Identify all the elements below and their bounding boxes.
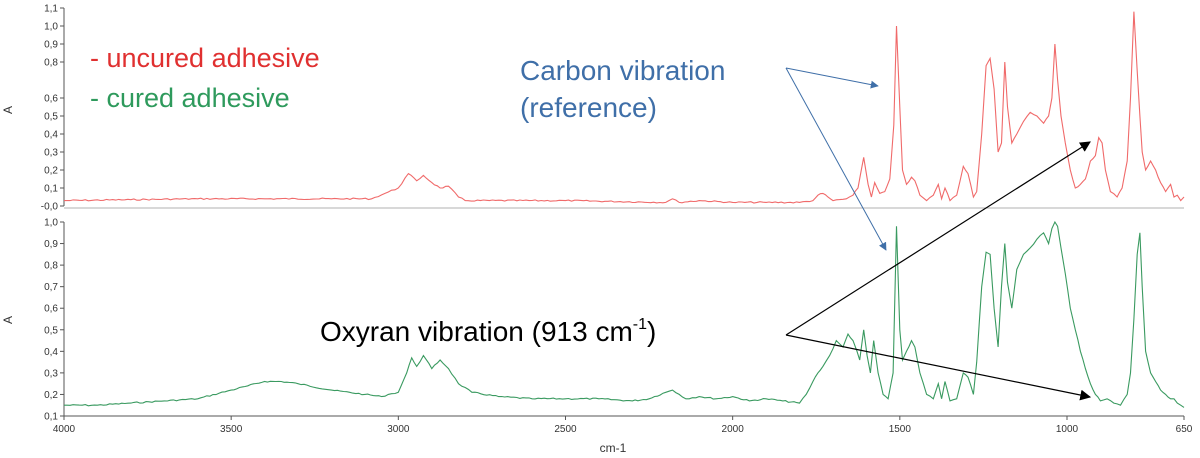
bottom-x-tick-label: 2500 [554,424,577,435]
legend-cured-adhesive: - cured adhesive [90,83,290,113]
oxyran-arrow-top [785,141,1091,336]
bottom-x-tick-label: 650 [1176,424,1193,435]
bottom-axes: 0,1 0,2 0,3 0,4 0,5 0,6 0,7 0,8 0,9 1,0 4000 3500 30… [44,218,1193,436]
top-axes: -0,0 0,1 0,2 0,3 0,4 0,5 0,6 0,8 0,9 1,0 1,1 [41,4,1184,213]
carbon-vibration-annotation: Carbon vibration [520,55,725,86]
bottom-y-tick-label: 0,9 [44,239,58,250]
bottom-x-tick-label: 3000 [387,424,410,435]
bottom-y-tick-label: 0,7 [44,282,58,293]
oxyran-text-end: ) [647,316,656,347]
top-y-axis-label: A [1,106,15,114]
carbon-reference-annotation: (reference) [520,92,657,123]
x-axis-label: cm-1 [600,441,627,455]
top-y-tick-label: 0,5 [44,112,58,123]
top-y-tick-label: 0,9 [44,40,58,51]
top-y-tick-label: 1,0 [44,22,58,33]
top-y-tick-label: 0,4 [44,130,58,141]
carbon-arrow-bottom [785,67,887,251]
bottom-panel-cured: 0,1 0,2 0,3 0,4 0,5 0,6 0,7 0,8 0,9 1,0 4000 3500 30… [44,218,1193,436]
bottom-x-tick-label: 1500 [889,424,912,435]
top-y-tick-label: 0,2 [44,166,58,177]
bottom-y-tick-label: 0,6 [44,304,58,315]
bottom-y-tick-label: 1,0 [44,218,58,229]
carbon-arrow-top [785,67,879,89]
top-y-tick-label: 0,3 [44,148,58,159]
legend-uncured-adhesive: - uncured adhesive [90,43,320,73]
bottom-x-tick-label: 4000 [53,424,76,435]
oxyran-text: Oxyran vibration (913 cm [320,316,633,347]
top-y-tick-label: 0,6 [44,94,58,105]
bottom-y-tick-label: 0,5 [44,325,58,336]
bottom-x-tick-label: 3500 [220,424,243,435]
bottom-y-tick-label: 0,2 [44,390,58,401]
bottom-y-tick-label: 0,8 [44,261,58,272]
top-y-tick-label: -0,0 [41,202,59,213]
oxyran-superscript: -1 [633,316,647,333]
oxyran-vibration-annotation: Oxyran vibration (913 cm-1) [320,316,656,347]
oxyran-arrow-bottom [785,334,1092,401]
cured-spectrum-line [64,220,1185,408]
bottom-y-tick-label: 0,3 [44,368,58,379]
bottom-x-tick-label: 2000 [722,424,745,435]
top-panel-uncured: -0,0 0,1 0,2 0,3 0,4 0,5 0,6 0,8 0,9 1,0 1,1 [41,4,1185,213]
top-y-tick-label: 0,8 [44,58,58,69]
bottom-y-axis-label: A [1,316,15,324]
uncured-spectrum-line [63,11,1185,204]
bottom-y-tick-label: 0,1 [44,412,58,423]
bottom-y-tick-label: 0,4 [44,347,58,358]
top-y-tick-label: 1,1 [44,4,58,15]
bottom-x-tick-label: 1000 [1056,424,1079,435]
top-y-tick-label: 0,1 [44,184,58,195]
